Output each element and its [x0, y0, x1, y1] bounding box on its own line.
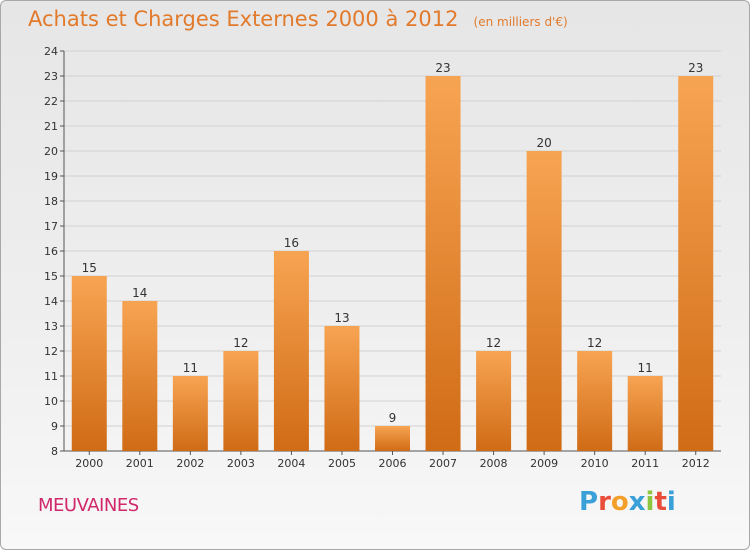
bar-2003 — [223, 351, 259, 451]
x-tick-label-2005: 2005 — [328, 457, 356, 470]
y-tick-label: 17 — [44, 220, 58, 233]
bar-2000 — [71, 276, 107, 451]
bar-2002 — [172, 376, 208, 451]
logo-letter: x — [628, 487, 646, 517]
y-tick-label: 8 — [51, 445, 58, 458]
value-label-2007: 23 — [435, 61, 450, 75]
x-tick-label-2002: 2002 — [176, 457, 204, 470]
x-tick-label-2012: 2012 — [682, 457, 710, 470]
x-tick-label-2007: 2007 — [429, 457, 457, 470]
y-tick-label: 20 — [44, 145, 58, 158]
bar-2005 — [324, 326, 360, 451]
bar-2012 — [678, 76, 714, 451]
y-tick-label: 19 — [44, 170, 58, 183]
chart-subtitle: (en milliers d'€) — [473, 15, 568, 29]
x-tick-label-2000: 2000 — [75, 457, 103, 470]
logo-letter: r — [598, 487, 611, 517]
bar-2007 — [425, 76, 461, 451]
y-tick-label: 24 — [44, 45, 58, 58]
bar-2008 — [476, 351, 512, 451]
proxiti-logo[interactable]: Proxiti — [579, 487, 676, 517]
y-tick-label: 18 — [44, 195, 58, 208]
y-tick-label: 22 — [44, 95, 58, 108]
x-tick-label-2008: 2008 — [480, 457, 508, 470]
x-tick-label-2009: 2009 — [530, 457, 558, 470]
value-label-2001: 14 — [132, 286, 147, 300]
bar-2006 — [375, 426, 410, 451]
y-tick-label: 10 — [44, 395, 58, 408]
y-tick-label: 12 — [44, 345, 58, 358]
chart-title: Achats et Charges Externes 2000 à 2012 — [28, 7, 459, 31]
x-tick-label-2003: 2003 — [227, 457, 255, 470]
value-label-2000: 15 — [82, 261, 97, 275]
logo-letter: i — [666, 487, 676, 517]
logo-letter: t — [654, 487, 667, 517]
x-tick-label-2004: 2004 — [277, 457, 305, 470]
y-tick-label: 16 — [44, 245, 58, 258]
labels: 15 2000 14 2001 11 2002 12 2003 16 2004 13 2005 9 200… — [75, 61, 709, 470]
value-label-2008: 12 — [486, 336, 501, 350]
value-label-2009: 20 — [536, 136, 551, 150]
y-tick-label: 21 — [44, 120, 58, 133]
bar-2010 — [577, 351, 613, 451]
logo-letter: P — [579, 487, 599, 517]
x-tick-label-2010: 2010 — [581, 457, 609, 470]
title-block: Achats et Charges Externes 2000 à 2012 (… — [28, 7, 568, 31]
y-tick-label: 14 — [44, 295, 58, 308]
x-tick-label-2011: 2011 — [631, 457, 659, 470]
place-name: MEUVAINES — [38, 495, 139, 516]
y-tick-label: 11 — [44, 370, 58, 383]
bar-2009 — [526, 151, 562, 451]
value-label-2012: 23 — [688, 61, 703, 75]
y-tick-label: 23 — [44, 70, 58, 83]
grid-lines — [64, 50, 721, 452]
logo-letter: o — [610, 487, 629, 517]
value-label-2004: 16 — [284, 236, 299, 250]
logo-letter: i — [645, 487, 655, 517]
x-tick-label-2001: 2001 — [126, 457, 154, 470]
value-label-2010: 12 — [587, 336, 602, 350]
value-label-2011: 11 — [638, 361, 653, 375]
y-tick-label: 13 — [44, 320, 58, 333]
bar-2001 — [122, 301, 158, 451]
y-tick-label: 15 — [44, 270, 58, 283]
y-tick-label: 9 — [51, 420, 58, 433]
value-label-2003: 12 — [233, 336, 248, 350]
bar-2004 — [273, 251, 309, 451]
bar-2011 — [627, 376, 663, 451]
value-label-2005: 13 — [334, 311, 349, 325]
x-tick-label-2006: 2006 — [379, 457, 407, 470]
value-label-2002: 11 — [183, 361, 198, 375]
value-label-2006: 9 — [389, 411, 397, 425]
bars — [71, 76, 714, 451]
